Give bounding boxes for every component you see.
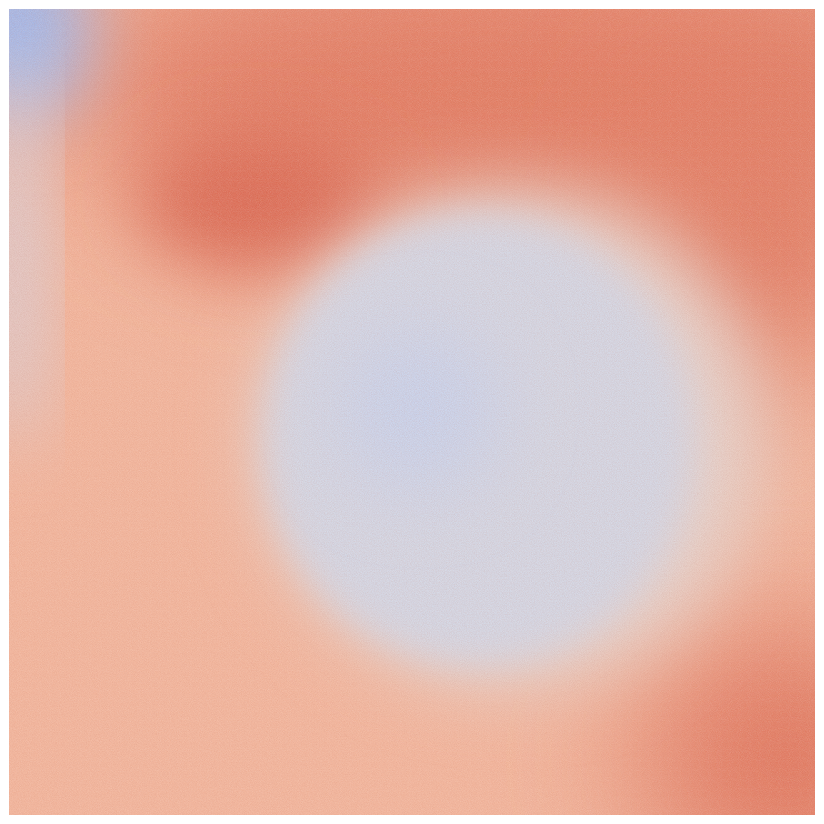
noise-light [9, 9, 815, 815]
